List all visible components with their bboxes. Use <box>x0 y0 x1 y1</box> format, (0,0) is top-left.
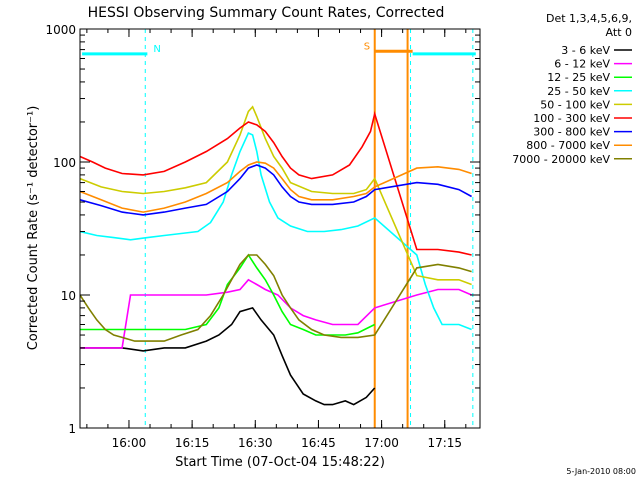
series-line-1 <box>80 278 472 349</box>
legend-header-line-2: Att 0 <box>606 26 632 39</box>
plot-frame <box>79 28 481 429</box>
series-lines <box>80 105 472 406</box>
y-axis-label: Corrected Count Rate (s⁻¹ detector⁻¹) <box>26 106 41 351</box>
x-tick-label-4: 17:00 <box>364 436 399 450</box>
x-axis-label: Start Time (07-Oct-04 15:48:22) <box>175 455 385 470</box>
y-tick-label-2: 100 <box>53 156 76 170</box>
x-axis: 16:00 16:15 16:30 16:45 17:00 17:15 <box>86 29 467 450</box>
x-tick-label-1: 16:15 <box>175 436 210 450</box>
series-line-3 <box>80 132 472 331</box>
vertical-markers <box>144 29 474 428</box>
x-tick-label-2: 16:30 <box>238 436 273 450</box>
legend-label-3: 25 - 50 keV <box>547 85 610 98</box>
legend-header-line-1: Det 1,3,4,5,6,9, <box>546 12 632 25</box>
y-tick-label-0: 1 <box>68 422 76 436</box>
series-line-7 <box>80 161 472 213</box>
series-line-0 <box>80 306 376 406</box>
series-line-4 <box>80 105 472 286</box>
state-bar-label-2: S <box>364 41 370 52</box>
y-tick-label-3: 1000 <box>45 23 76 37</box>
legend-label-7: 800 - 7000 keV <box>526 139 610 152</box>
series-line-6 <box>80 164 472 216</box>
y-axis: 1 10 100 1000 <box>45 23 480 436</box>
series-line-8 <box>80 254 472 342</box>
legend-label-0: 3 - 6 keV <box>561 44 610 57</box>
legend-label-6: 300 - 800 keV <box>533 126 610 139</box>
legend-label-4: 50 - 100 keV <box>540 98 610 111</box>
footer-timestamp: 5-Jan-2010 08:00 <box>566 467 636 476</box>
x-tick-label-5: 17:15 <box>427 436 462 450</box>
x-tick-label-0: 16:00 <box>112 436 147 450</box>
y-tick-label-1: 10 <box>61 289 76 303</box>
x-tick-label-3: 16:45 <box>301 436 336 450</box>
legend-label-5: 100 - 300 keV <box>533 112 610 125</box>
chart-title: HESSI Observing Summary Count Rates, Cor… <box>88 5 445 21</box>
state-bar-label-1: N <box>153 44 160 55</box>
legend-label-1: 6 - 12 keV <box>554 58 610 71</box>
series-line-5 <box>80 110 472 256</box>
legend-label-2: 12 - 25 keV <box>547 71 610 84</box>
legend-label-8: 7000 - 20000 keV <box>512 153 610 166</box>
